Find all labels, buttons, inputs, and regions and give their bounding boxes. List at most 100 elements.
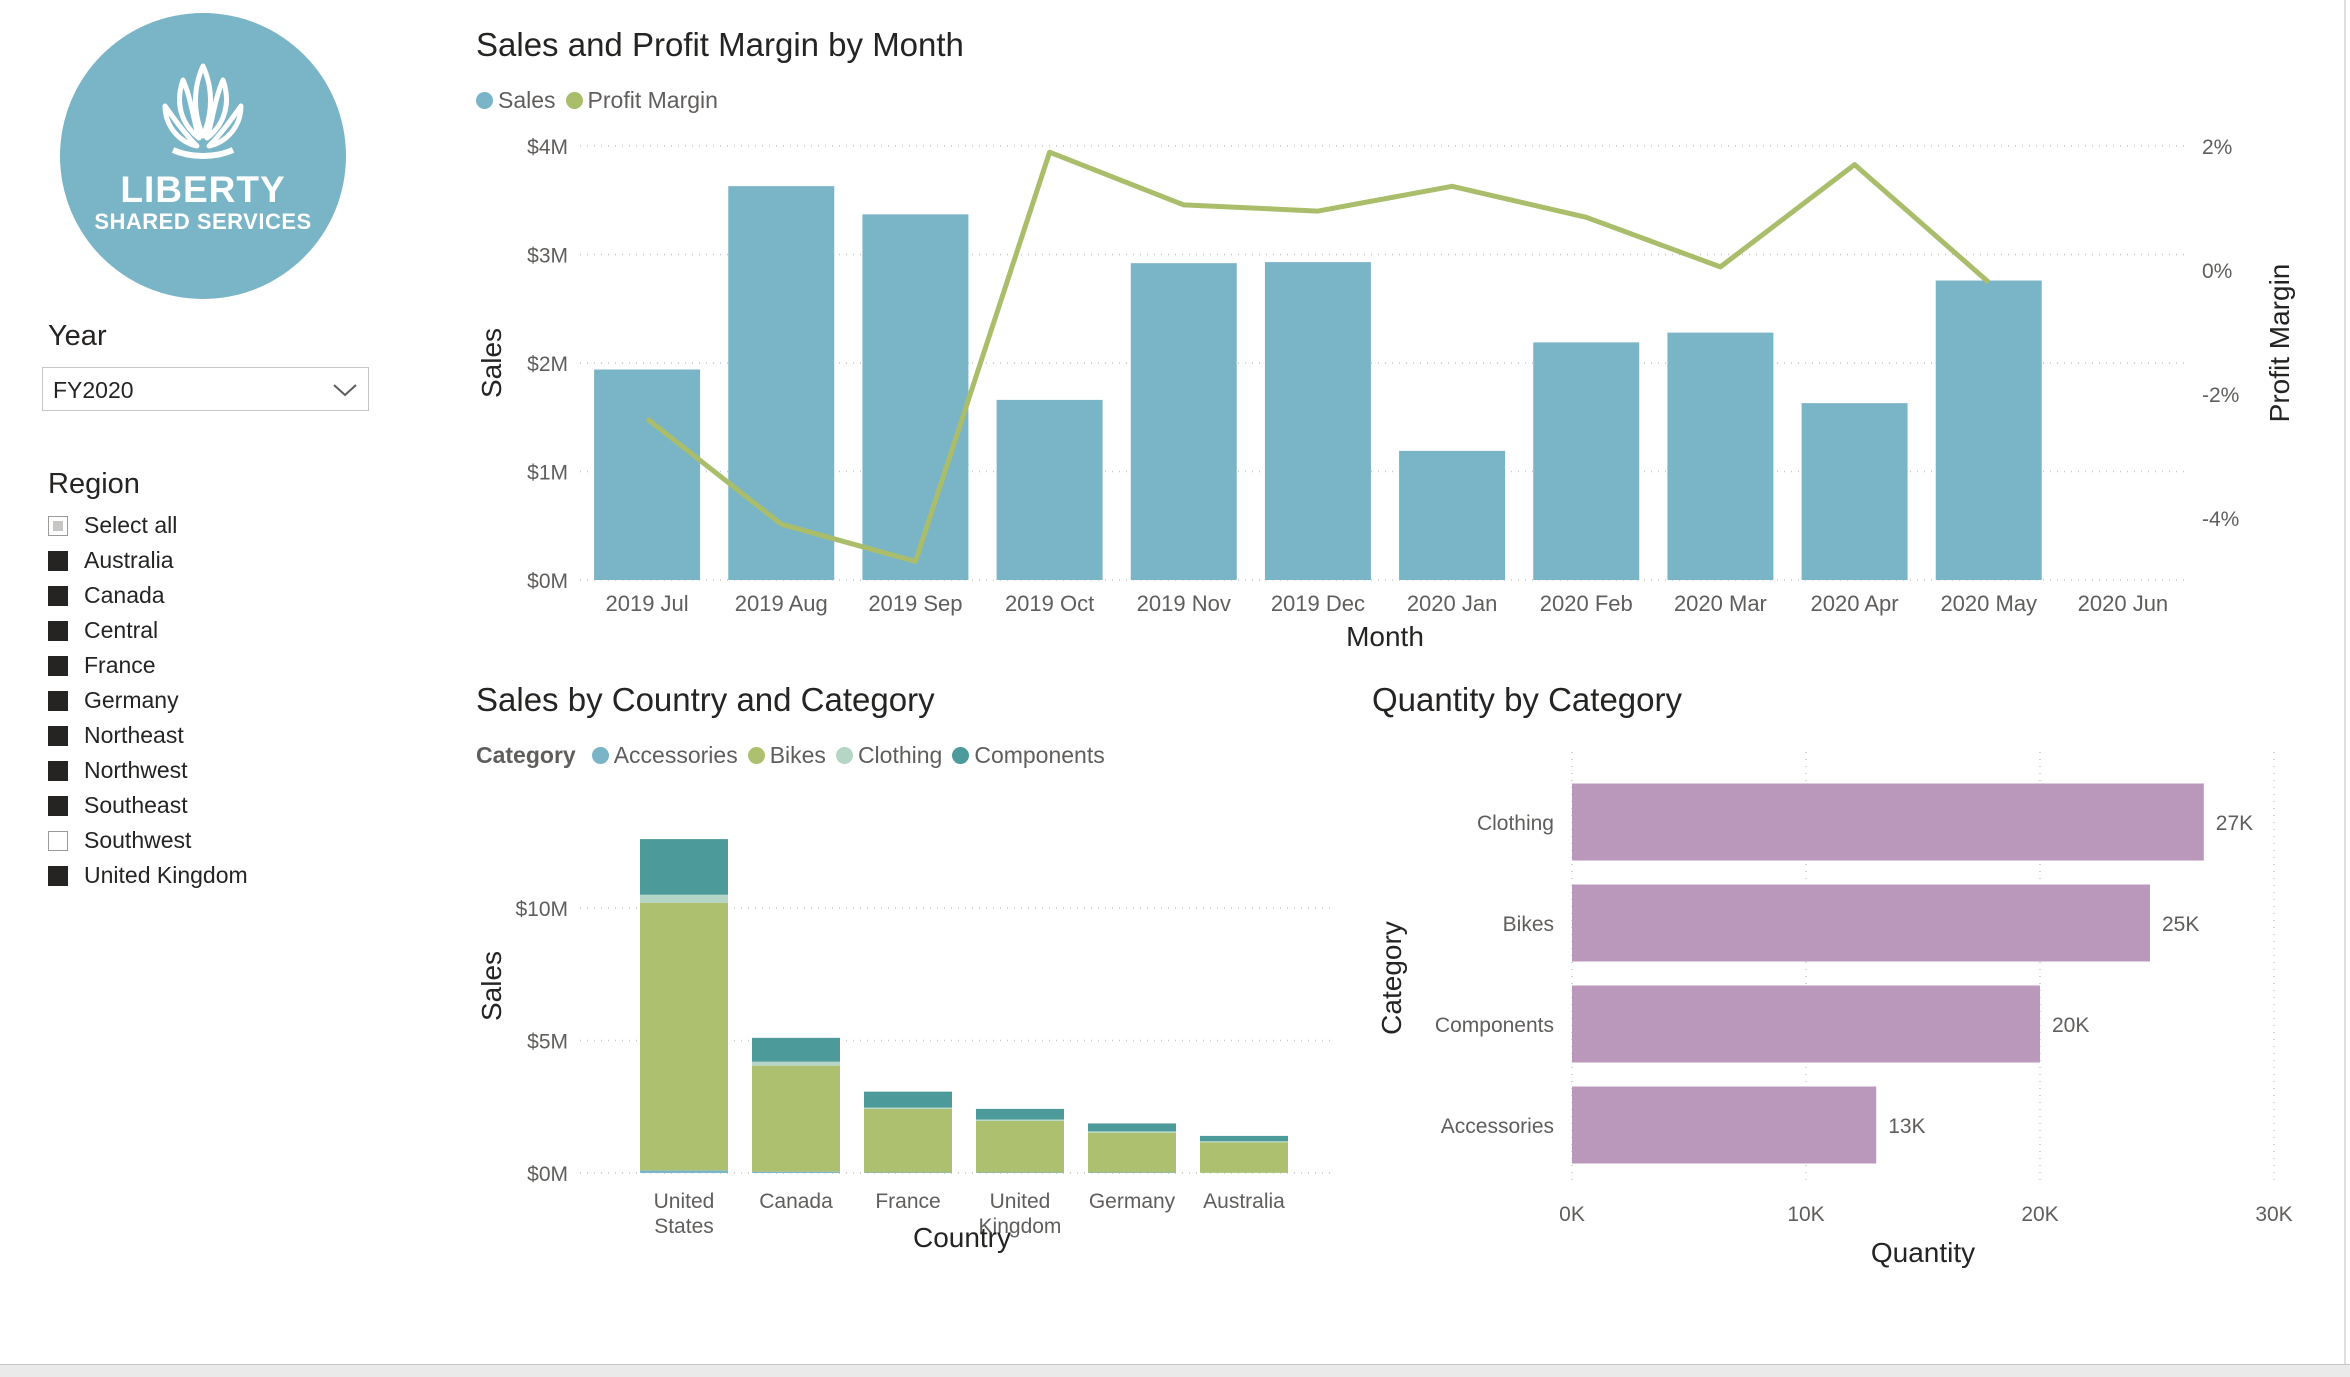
region-checkbox[interactable] [48,586,68,606]
stacked-bar-clothing [1200,1141,1288,1142]
region-item-united-kingdom[interactable]: United Kingdom [48,858,248,893]
y-tick-label: $1M [527,462,568,485]
stacked-bar-clothing [976,1119,1064,1120]
y-tick-label: $0M [527,1163,568,1186]
liberty-flame-icon [153,58,253,168]
x-tick-label: 10K [1787,1203,1824,1226]
sales-bar [1399,451,1505,580]
sales-bar [862,214,968,580]
region-item-australia[interactable]: Australia [48,543,248,578]
y2-axis-title: Profit Margin [2264,264,2295,423]
legend-item-sales[interactable]: Sales [476,87,556,114]
year-dropdown[interactable]: FY2020 [42,367,369,411]
x-tick-label: 2019 Aug [735,591,828,616]
x-tick-label: 2020 Jun [2078,591,2169,616]
sales-bar [594,370,700,580]
chart-title-quantity-category: Quantity by Category [1372,681,1682,719]
y-tick-label: $0M [527,570,568,593]
region-item-southeast[interactable]: Southeast [48,788,248,823]
stacked-bar-bikes [864,1109,952,1173]
legend-item-clothing[interactable]: Clothing [836,742,942,769]
legend-item-bikes[interactable]: Bikes [748,742,826,769]
legend-item-accessories[interactable]: Accessories [592,742,738,769]
region-checkbox[interactable] [48,516,68,536]
sales-bar [1802,403,1908,580]
quantity-bar [1572,784,2204,861]
legend-label-bikes: Bikes [770,742,826,769]
sales-bar [1667,333,1773,580]
region-item-label: Southwest [84,827,191,854]
stacked-bar-bikes [1200,1142,1288,1172]
chart-title-sales-country: Sales by Country and Category [476,681,935,719]
legend-item-profit-margin[interactable]: Profit Margin [566,87,718,114]
region-checkbox[interactable] [48,691,68,711]
x-axis-title: Country [913,1222,1011,1253]
stacked-bar-bikes [752,1066,840,1172]
legend-label-clothing: Clothing [858,742,942,769]
stacked-bar-bikes [1088,1133,1176,1173]
x-axis-title: Month [1346,621,1424,652]
region-checkbox[interactable] [48,866,68,886]
x-tick-label: 2020 Jan [1407,591,1498,616]
x-tick-label: 2020 Apr [1811,591,1899,616]
stacked-bar-clothing [640,895,728,903]
region-item-label: Germany [84,687,179,714]
region-checkbox[interactable] [48,621,68,641]
region-item-label: France [84,652,156,679]
region-item-label: Canada [84,582,165,609]
sales-bar [1533,342,1639,580]
clothing-dot-icon [836,747,853,764]
x-tick-label: 0K [1559,1203,1585,1226]
region-item-canada[interactable]: Canada [48,578,248,613]
x-tick-label: Australia [1203,1190,1285,1213]
legend-item-components[interactable]: Components [952,742,1104,769]
stacked-bar-clothing [752,1062,840,1066]
chart-title-sales-profit: Sales and Profit Margin by Month [476,26,964,64]
stacked-bar-components [640,839,728,895]
region-item-southwest[interactable]: Southwest [48,823,248,858]
components-dot-icon [952,747,969,764]
legend-label-profit-margin: Profit Margin [588,87,718,114]
bottom-scrollbar[interactable] [0,1364,2350,1377]
region-checkbox[interactable] [48,726,68,746]
sales-dot-icon [476,92,493,109]
y-axis-title: Sales [476,328,507,398]
region-checkbox[interactable] [48,551,68,571]
chevron-down-icon[interactable] [332,378,358,400]
year-slicer-title: Year [48,320,107,353]
region-item-label: Select all [84,512,177,539]
region-item-label: Australia [84,547,173,574]
region-item-northwest[interactable]: Northwest [48,753,248,788]
sales-bar [997,400,1103,580]
y-tick-label: Accessories [1441,1115,1554,1138]
y-tick-label: Clothing [1477,812,1554,835]
x-tick-label: Canada [759,1190,833,1213]
x-tick-label: Germany [1089,1190,1176,1213]
legend-sales-profit: Sales Profit Margin [476,87,728,114]
region-item-northeast[interactable]: Northeast [48,718,248,753]
region-item-germany[interactable]: Germany [48,683,248,718]
region-checkbox[interactable] [48,831,68,851]
profit-margin-dot-icon [566,92,583,109]
region-slicer-title: Region [48,468,140,501]
region-item-select-all[interactable]: Select all [48,508,248,543]
region-checkbox[interactable] [48,796,68,816]
data-label: 25K [2162,913,2199,936]
region-item-label: Northwest [84,757,188,784]
region-item-label: Northeast [84,722,184,749]
region-item-label: Central [84,617,158,644]
y-tick-label: $2M [527,353,568,376]
region-item-france[interactable]: France [48,648,248,683]
region-checkbox[interactable] [48,656,68,676]
x-tick-label: 2019 Oct [1005,591,1094,616]
region-item-central[interactable]: Central [48,613,248,648]
legend-label-components: Components [974,742,1104,769]
sales-bar [1936,281,2042,580]
stacked-bar-bikes [976,1121,1064,1173]
y2-tick-label: 0% [2202,260,2232,283]
y2-tick-label: -4% [2202,508,2239,531]
region-checkbox[interactable] [48,761,68,781]
y-tick-label: Bikes [1503,913,1554,936]
